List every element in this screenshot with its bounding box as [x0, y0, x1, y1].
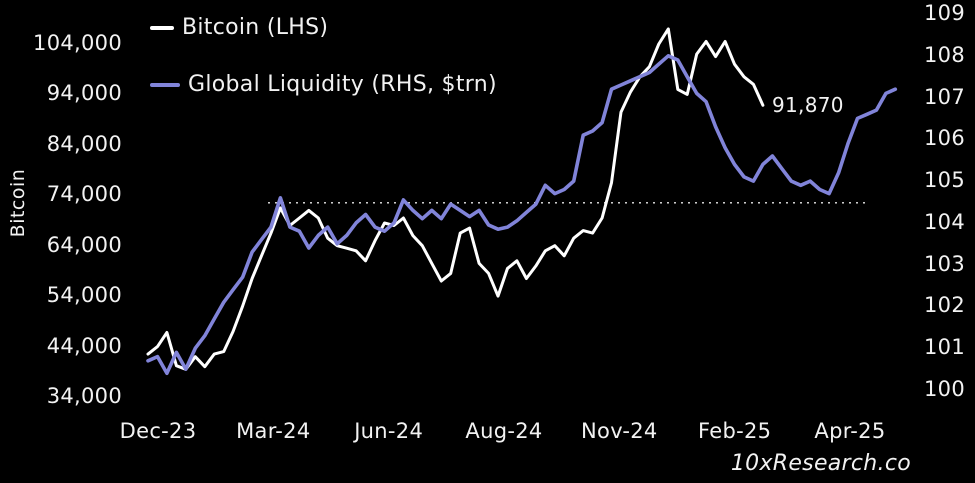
left-axis-tick-label: 44,000: [46, 333, 122, 358]
right-axis-tick-label: 107: [924, 84, 965, 109]
x-axis-tick-label: Mar-24: [236, 419, 311, 443]
left-axis-tick-label: 94,000: [46, 81, 122, 106]
right-axis-tick-label: 100: [924, 377, 965, 401]
legend-item-bitcoin: Bitcoin (LHS): [150, 15, 328, 40]
bitcoin-line: [146, 27, 765, 371]
last-price-annotation: 91,870: [772, 93, 844, 117]
right-axis-tick-label: 108: [924, 42, 965, 67]
right-axis-tick-label: 104: [924, 209, 965, 234]
x-axis-tick-label: Feb-25: [698, 419, 772, 443]
right-axis-tick-label: 102: [924, 293, 965, 318]
x-axis-tick-label: Nov-24: [581, 419, 658, 443]
watermark-brand: 10xResearch.co: [730, 451, 911, 476]
right-axis-tick-label: 109: [924, 1, 965, 25]
left-axis-tick-label: 84,000: [46, 131, 122, 156]
legend-label-global-liquidity: Global Liquidity (RHS, $trn): [188, 72, 497, 97]
left-axis-tick-label: 74,000: [46, 182, 122, 207]
bitcoin-line-swatch: [150, 25, 174, 30]
liquidity-line-swatch: [150, 82, 180, 87]
left-axis-tick-label: 54,000: [46, 283, 122, 308]
left-axis-tick-label: 34,000: [46, 384, 122, 408]
legend-item-global-liquidity: Global Liquidity (RHS, $trn): [150, 72, 497, 97]
left-axis-tick-label: 104,000: [33, 31, 122, 55]
x-axis-tick-label: Jun-24: [354, 419, 424, 443]
x-axis-tick-label: Dec-23: [119, 419, 197, 443]
right-axis-tick-label: 105: [924, 168, 965, 193]
right-axis-tick-label: 101: [924, 335, 965, 360]
legend-label-bitcoin: Bitcoin (LHS): [182, 15, 329, 40]
right-axis-tick-label: 106: [924, 126, 965, 151]
x-axis-tick-label: Apr-25: [814, 419, 886, 443]
global-liquidity-line: [146, 53, 898, 376]
left-axis-tick-label: 64,000: [46, 232, 122, 257]
right-axis-tick-label: 103: [924, 251, 965, 276]
x-axis-tick-label: Aug-24: [465, 419, 543, 443]
